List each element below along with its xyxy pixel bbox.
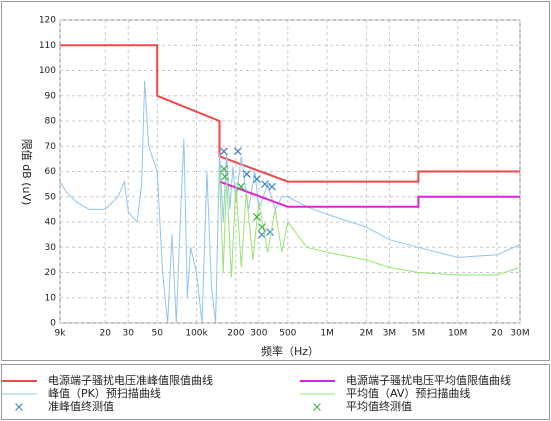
x-tick-label: 100k <box>185 329 208 339</box>
x-tick-label: 300 <box>250 329 267 339</box>
series-line <box>219 171 521 278</box>
legend-label: 峰值（PK）预扫描曲线 <box>48 386 161 400</box>
y-tick-label: 70 <box>45 142 57 152</box>
marker <box>219 147 228 156</box>
marker <box>261 180 269 189</box>
y-tick-label: 40 <box>45 218 57 228</box>
y-tick-label: 80 <box>45 117 57 127</box>
x-tick-label: 500 <box>279 329 296 339</box>
y-axis-title: 限值 dB (uV) <box>20 139 33 206</box>
x-tick-label: 200 <box>227 329 244 339</box>
marker <box>221 172 229 181</box>
x-tick-label: 30 <box>123 329 135 339</box>
x-tick-label: 20 <box>491 329 503 339</box>
legend-label: 平均值终测值 <box>346 399 412 413</box>
marker <box>253 213 261 221</box>
legend-marker <box>15 403 23 411</box>
legend-label: 电源端子骚扰电压平均值限值曲线 <box>346 373 511 387</box>
y-tick-label: 120 <box>39 16 56 26</box>
x-tick-label: 50 <box>152 329 164 339</box>
y-tick-label: 60 <box>45 167 57 177</box>
marker <box>242 170 251 178</box>
x-axis-title: 频率（Hz） <box>261 344 319 358</box>
x-tick-label: 2M <box>360 329 374 339</box>
marker <box>258 223 266 231</box>
y-tick-label: 110 <box>39 41 56 51</box>
y-tick-label: 90 <box>45 91 57 101</box>
marker <box>268 182 276 191</box>
marker <box>219 165 228 173</box>
y-tick-label: 30 <box>45 243 57 253</box>
x-tick-label: 20 <box>100 329 112 339</box>
y-tick-label: 100 <box>39 66 56 76</box>
y-tick-label: 20 <box>45 268 57 278</box>
marker <box>253 175 261 183</box>
y-tick-label: 0 <box>50 319 56 329</box>
marker <box>266 228 274 237</box>
legend-label: 电源端子骚扰电压准峰值限值曲线 <box>48 373 213 387</box>
legend-label: 准峰值终测值 <box>48 399 114 413</box>
y-tick-label: 10 <box>45 293 57 303</box>
y-tick-label: 50 <box>45 192 57 202</box>
x-tick-label: 3M <box>383 329 397 339</box>
x-tick-label: 30M <box>510 329 529 339</box>
x-tick-label: 5M <box>412 329 426 339</box>
legend-frame <box>1 364 550 420</box>
x-tick-label: 1M <box>320 329 334 339</box>
legend-marker <box>313 403 321 411</box>
legend-label: 平均值（AV）预扫描曲线 <box>346 386 470 400</box>
series-line <box>219 180 520 208</box>
x-tick-label: 10M <box>448 329 467 339</box>
marker <box>237 182 245 191</box>
marker <box>233 147 242 156</box>
series-line <box>59 80 521 324</box>
x-tick-label: 9k <box>55 329 67 339</box>
